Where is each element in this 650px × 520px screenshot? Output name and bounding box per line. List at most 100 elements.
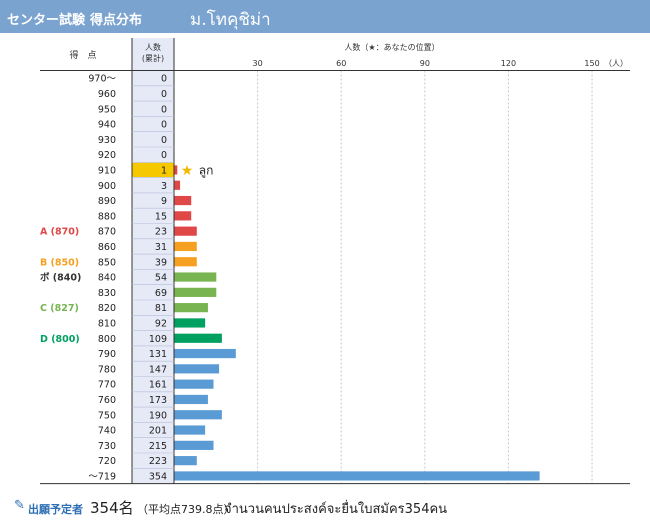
highlight-row [132, 162, 174, 178]
score-label: 730 [98, 441, 116, 452]
score-label: 970～ [88, 74, 116, 85]
x-tick-label: 150 [584, 59, 599, 68]
star-icon: ★ [181, 163, 194, 179]
bar-800 [174, 333, 222, 343]
bar-850 [174, 257, 197, 267]
bar-720 [174, 456, 197, 466]
cumulative-count: 131 [149, 349, 167, 360]
exam-title: センター試験 [7, 13, 86, 28]
bar-810 [174, 318, 206, 328]
cumulative-count: 223 [149, 456, 167, 467]
cumulative-count: 215 [149, 441, 167, 452]
bar-880 [174, 211, 192, 221]
cumulative-count: 69 [155, 288, 167, 299]
cumulative-count: 0 [161, 74, 167, 85]
score-label: 740 [98, 426, 116, 437]
cumulative-count: 0 [161, 120, 167, 131]
bar-770 [174, 379, 214, 389]
bar-820 [174, 303, 208, 313]
marker-label: B (850) [40, 257, 79, 268]
count-column-bg [132, 38, 174, 484]
score-label: 830 [98, 288, 116, 299]
score-label: ～719 [88, 471, 116, 482]
score-label: 840 [98, 273, 116, 284]
score-label: 810 [98, 318, 116, 329]
cumulative-count: 201 [149, 426, 167, 437]
score-label: 800 [98, 334, 116, 345]
cumulative-count: 9 [161, 196, 167, 207]
cumulative-count: 92 [155, 318, 167, 329]
score-label: 780 [98, 364, 116, 375]
cumulative-count: 147 [149, 364, 167, 375]
bar-740 [174, 425, 206, 435]
score-label: 960 [98, 89, 116, 100]
score-label: 910 [98, 165, 116, 176]
score-header: 得 点 [69, 49, 96, 61]
score-label: 900 [98, 181, 116, 192]
star-label: ลูก [199, 163, 214, 178]
score-label: 770 [98, 380, 116, 391]
score-label: 950 [98, 104, 116, 115]
bar-900 [174, 180, 181, 190]
cumulative-count: 3 [161, 181, 167, 192]
cumulative-count: 1 [161, 165, 167, 176]
marker-label: D (800) [40, 334, 80, 345]
bar-750 [174, 410, 222, 420]
cumulative-count: 81 [155, 303, 167, 314]
cumulative-count: 15 [155, 211, 167, 222]
score-distribution-chart: 30 60 90 120 150 （人）得 点人数(累計)人数（★：あなたの位置）970～… [40, 38, 630, 485]
cumulative-count: 161 [149, 380, 167, 391]
axis-unit: （人） [604, 59, 628, 68]
score-label: 860 [98, 242, 116, 253]
x-tick-label: 90 [420, 59, 430, 68]
cumulative-count: 173 [149, 395, 167, 406]
score-label: 790 [98, 349, 116, 360]
score-label: 930 [98, 135, 116, 146]
cumulative-count: 0 [161, 135, 167, 146]
score-label: 720 [98, 456, 116, 467]
bar-840 [174, 272, 217, 282]
bar-890 [174, 195, 192, 206]
score-label: 820 [98, 303, 116, 314]
cumulative-count: 23 [155, 227, 167, 238]
bar-870 [174, 226, 197, 236]
bar-790 [174, 348, 236, 359]
applicants-note: จำนวนคนประสงค์จะยื่นใบสมัคร354คน [224, 502, 448, 517]
x-tick-label: 30 [253, 59, 263, 68]
bar-760 [174, 394, 208, 405]
university-name: ม.โทคุชิม่า [190, 10, 271, 30]
bar-780 [174, 364, 220, 374]
cumulative-count: 0 [161, 89, 167, 100]
chart-header: 人数（★：あなたの位置） [344, 42, 439, 52]
score-label: 760 [98, 395, 116, 406]
cumulative-count: 0 [161, 150, 167, 161]
count-header: 人数 [145, 42, 161, 52]
bar-730 [174, 440, 214, 450]
pencil-icon: ✎ [14, 498, 25, 513]
cumulative-count: 0 [161, 104, 167, 115]
score-label: 850 [98, 257, 116, 268]
x-tick-label: 60 [336, 59, 346, 68]
cumulative-count: 354 [149, 471, 167, 482]
page-header: センター試験 得点分布 ม.โทคุชิม่า [0, 0, 650, 33]
cumulative-count: 109 [149, 334, 167, 345]
marker-label: ボ (840) [40, 272, 81, 284]
marker-label: C (827) [40, 303, 79, 314]
score-label: 890 [98, 196, 116, 207]
marker-label: A (870) [40, 227, 79, 238]
count-header-sub: (累計) [142, 53, 164, 63]
applicants-count: 354名 [90, 499, 134, 517]
score-label: 750 [98, 410, 116, 421]
score-label: 880 [98, 211, 116, 222]
cumulative-count: 39 [155, 257, 167, 268]
score-label: 870 [98, 227, 116, 238]
footer: ✎ 出願予定者 354名 （平均点739.8点） จำนวนคนประสงค์จ… [0, 496, 650, 520]
x-tick-label: 120 [501, 59, 516, 68]
bar-910 [174, 165, 178, 175]
bar-860 [174, 241, 197, 252]
distribution-title: 得点分布 [90, 13, 143, 28]
score-label: 940 [98, 120, 116, 131]
bar-～719 [174, 471, 540, 481]
bar-830 [174, 287, 217, 297]
applicants-label: 出願予定者 [28, 503, 83, 516]
